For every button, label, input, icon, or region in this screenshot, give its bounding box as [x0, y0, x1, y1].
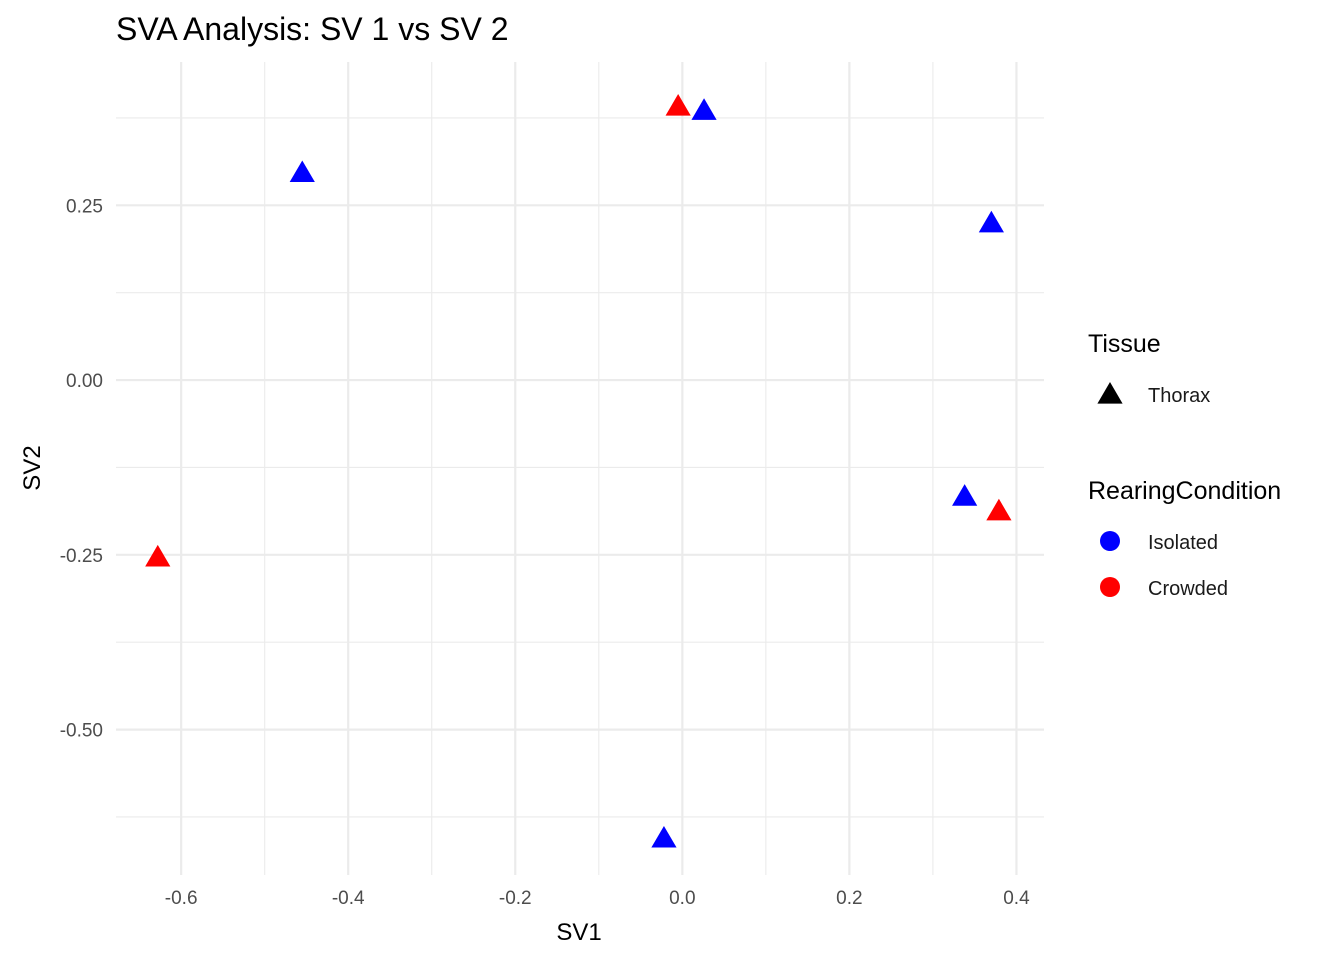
point-isolated-triangle [289, 160, 315, 183]
legend-title-tissue: Tissue [1088, 330, 1161, 358]
chart-title: SVA Analysis: SV 1 vs SV 2 [116, 11, 508, 47]
x-tick-label: -0.4 [332, 888, 365, 909]
grid [116, 62, 1044, 875]
x-axis: -0.6 -0.4 -0.2 0.0 0.2 0.4 [165, 888, 1030, 909]
legend: Tissue Thorax RearingCondition Isolated Crow… [1088, 330, 1281, 600]
x-tick-label: 0.0 [669, 888, 695, 909]
y-tick-label: -0.25 [60, 546, 103, 567]
legend-title-rearingcondition: RearingCondition [1088, 477, 1281, 505]
legend-label-isolated: Isolated [1148, 532, 1218, 554]
y-tick-label: 0.25 [66, 196, 103, 217]
y-tick-label: -0.50 [60, 721, 103, 742]
data-points [145, 94, 1012, 848]
point-isolated-triangle [651, 825, 677, 848]
legend-label-thorax: Thorax [1148, 385, 1210, 407]
y-axis-title: SV2 [19, 445, 46, 490]
y-axis: 0.25 0.00 -0.25 -0.50 [60, 196, 103, 741]
legend-label-crowded: Crowded [1148, 578, 1228, 600]
x-tick-label: 0.2 [836, 888, 862, 909]
legend-key-crowded-circle-icon [1100, 577, 1120, 597]
point-isolated-triangle [691, 98, 717, 120]
x-tick-label: -0.2 [499, 888, 532, 909]
x-axis-title: SV1 [556, 919, 601, 946]
point-isolated-triangle [952, 484, 978, 506]
x-tick-label: 0.4 [1003, 888, 1030, 909]
point-crowded-triangle [665, 94, 691, 116]
legend-key-thorax-triangle-icon [1097, 382, 1123, 404]
x-tick-label: -0.6 [165, 888, 198, 909]
y-tick-label: 0.00 [66, 371, 103, 392]
legend-key-isolated-circle-icon [1100, 531, 1120, 551]
point-crowded-triangle [145, 544, 171, 567]
point-crowded-triangle [986, 498, 1012, 521]
point-isolated-triangle [978, 210, 1004, 233]
